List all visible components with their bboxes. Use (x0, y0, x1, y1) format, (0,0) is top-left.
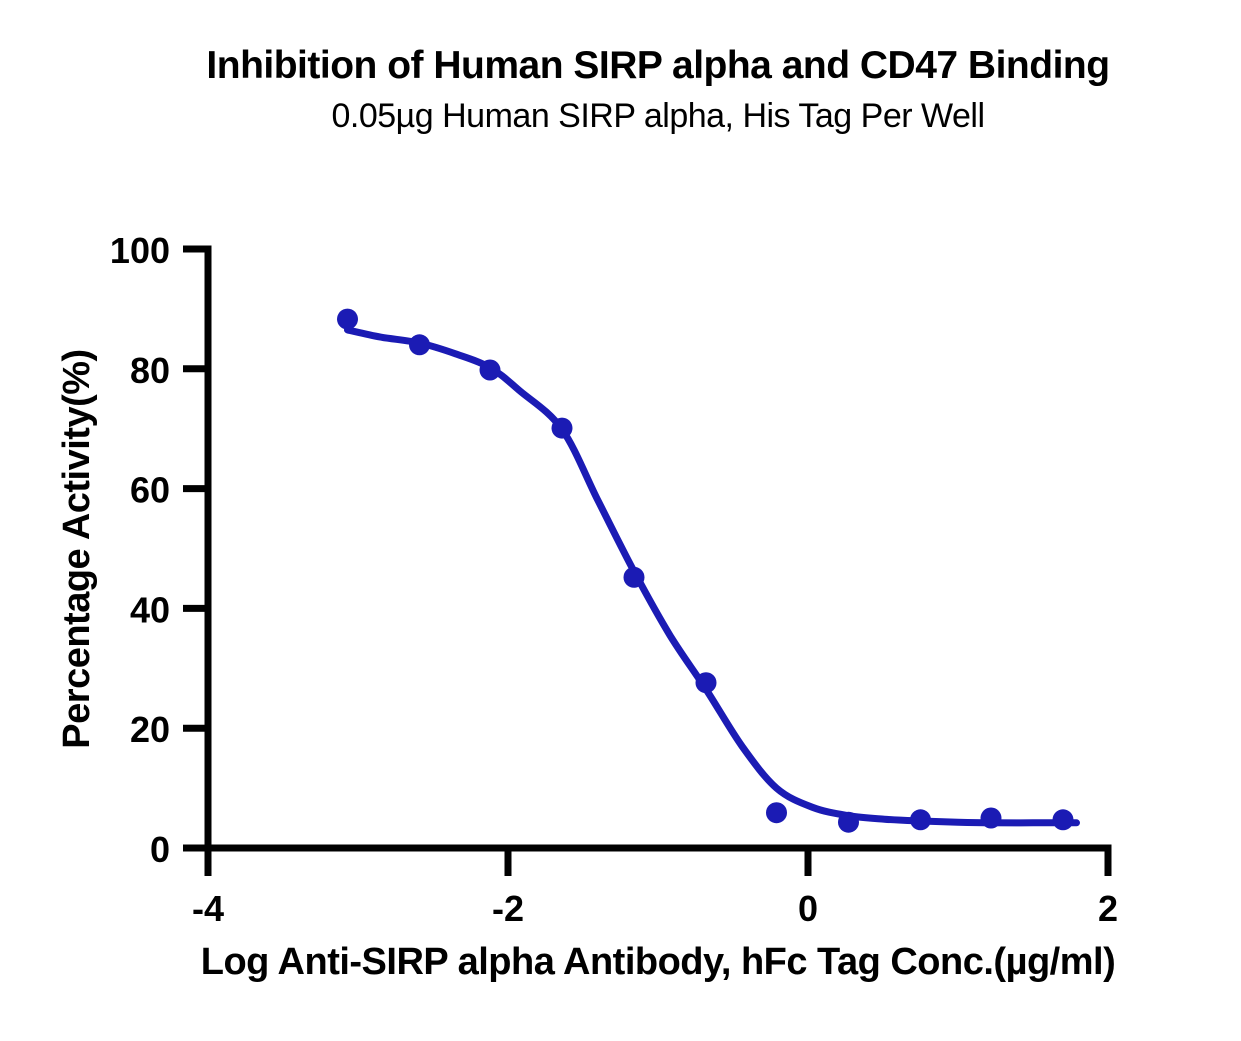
y-tick-label: 20 (130, 709, 170, 750)
y-tick-label: 100 (110, 230, 170, 271)
y-tick-label: 0 (150, 829, 170, 870)
axis-lines (204, 245, 1112, 852)
data-point (551, 417, 573, 439)
data-point (838, 811, 859, 833)
x-axis-label: Log Anti-SIRP alpha Antibody, hFc Tag Co… (200, 941, 1116, 983)
x-tick-label: -2 (492, 888, 524, 929)
data-point (695, 672, 717, 694)
y-tick-label: 40 (130, 589, 170, 630)
fit-curve (344, 326, 1080, 827)
data-point (479, 359, 501, 381)
y-tick-label: 80 (130, 350, 170, 391)
x-tick-label: -4 (192, 888, 224, 929)
chart-subtitle: 0.05µg Human SIRP alpha, His Tag Per Wel… (331, 97, 986, 135)
data-point (910, 809, 931, 831)
x-tick-label: 0 (798, 888, 818, 929)
chart-title: Inhibition of Human SIRP alpha and CD47 … (206, 44, 1110, 87)
data-point (980, 807, 1002, 829)
data-point (766, 802, 787, 824)
x-tick-label: 2 (1098, 888, 1118, 929)
data-point (337, 308, 358, 330)
data-point (409, 334, 430, 356)
y-tick-label: 60 (130, 470, 170, 511)
data-point (1052, 809, 1074, 831)
data-point (623, 566, 645, 588)
